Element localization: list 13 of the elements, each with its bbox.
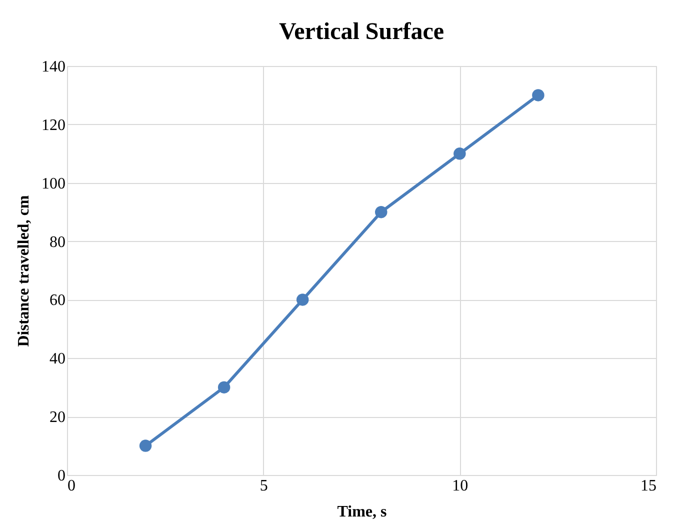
y-tick-label: 80	[50, 234, 66, 251]
y-tick-label: 140	[42, 58, 66, 76]
y-tick-label: 40	[50, 350, 66, 368]
chart-title: Vertical Surface	[278, 19, 444, 45]
x-tick-label: 5	[260, 478, 268, 494]
x-tick-label: 15	[640, 478, 656, 494]
x-tick-label: 10	[452, 478, 468, 494]
y-tick-label: 100	[42, 175, 66, 192]
y-tick-label: 60	[50, 292, 66, 310]
y-tick-label: 20	[50, 409, 66, 426]
x-axis-title: Time, s	[337, 504, 387, 520]
y-axis-title: Distance travelled, cm	[16, 194, 32, 347]
y-tick-label: 120	[42, 116, 66, 134]
